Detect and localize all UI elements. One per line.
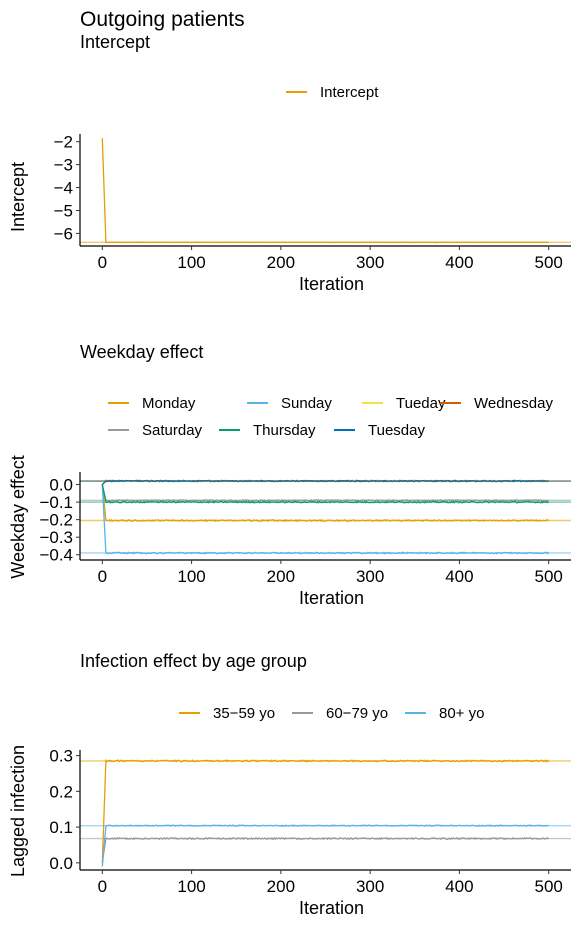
x-tick-label: 200 <box>267 567 295 586</box>
y-tick-label: −4 <box>54 179 73 198</box>
x-tick-label: 400 <box>445 877 473 896</box>
y-tick-label: −0.3 <box>39 528 73 547</box>
y-axis-title: Intercept <box>8 162 28 232</box>
x-tick-label: 100 <box>177 567 205 586</box>
panel-title: Weekday effect <box>80 342 203 362</box>
legend-label: Intercept <box>320 84 379 101</box>
legend-item: Sunday <box>247 395 332 412</box>
trace-line <box>101 836 550 863</box>
panel-3: Infection effect by age group 35−59 yo 60−… <box>8 651 571 918</box>
x-tick-label: 500 <box>534 567 562 586</box>
legend-item: Tueday <box>362 395 446 412</box>
x-tick-label: 400 <box>445 567 473 586</box>
legend-item: Wednesday <box>440 395 553 412</box>
y-axis-title: Lagged infection <box>8 745 28 877</box>
trace-line <box>101 479 549 485</box>
y-axis-title: Weekday effect <box>8 455 28 578</box>
x-tick-label: 300 <box>356 253 384 272</box>
x-axis-title: Iteration <box>299 274 364 294</box>
x-tick-label: 100 <box>177 877 205 896</box>
trace-line <box>101 138 549 244</box>
trace-line <box>101 484 549 502</box>
trace-line <box>101 824 549 867</box>
x-axis-title: Iteration <box>299 898 364 918</box>
legend-label: Sunday <box>281 395 332 412</box>
panel-title: Infection effect by age group <box>80 651 307 671</box>
legend-label: Saturday <box>142 422 203 439</box>
legend-item: Intercept <box>286 84 379 101</box>
legend-label: 80+ yo <box>439 705 484 722</box>
legend-label: 35−59 yo <box>213 705 275 722</box>
trace-line <box>101 484 550 523</box>
y-tick-label: 0.0 <box>49 476 73 495</box>
legend-item: Monday <box>108 395 196 412</box>
y-tick-label: −6 <box>54 224 73 243</box>
legend-label: Wednesday <box>474 395 553 412</box>
y-tick-label: −3 <box>54 156 73 175</box>
x-axis-title: Iteration <box>299 588 364 608</box>
panel-1: Intercept Intercept −6 −5 −4 −3 −2 0 100 200 300 40… <box>8 32 571 294</box>
legend-label: Tuesday <box>368 422 425 439</box>
x-tick-label: 0 <box>98 877 107 896</box>
legend-item: Thursday <box>219 422 316 439</box>
y-tick-label: 0.3 <box>49 747 73 766</box>
trace-line <box>101 484 550 504</box>
x-tick-label: 100 <box>177 253 205 272</box>
x-tick-label: 300 <box>356 877 384 896</box>
legend-label: Thursday <box>253 422 316 439</box>
y-tick-label: −5 <box>54 201 73 220</box>
x-tick-label: 200 <box>267 253 295 272</box>
y-tick-label: −0.4 <box>39 546 73 565</box>
x-tick-label: 0 <box>98 253 107 272</box>
y-tick-label: 0.0 <box>49 854 73 873</box>
y-tick-label: −0.1 <box>39 493 73 512</box>
legend-item: 80+ yo <box>405 705 484 722</box>
panel-title: Intercept <box>80 32 150 52</box>
y-tick-label: −0.2 <box>39 511 73 530</box>
x-tick-label: 0 <box>98 567 107 586</box>
legend-item: Saturday <box>108 422 203 439</box>
legend-label: Monday <box>142 395 196 412</box>
x-tick-label: 300 <box>356 567 384 586</box>
trace-line <box>101 484 550 555</box>
x-tick-label: 500 <box>534 253 562 272</box>
figure-title: Outgoing patients <box>80 8 245 31</box>
legend-item: Tuesday <box>334 422 425 439</box>
y-tick-label: −2 <box>54 133 73 152</box>
legend-label: Tueday <box>396 395 446 412</box>
x-tick-label: 200 <box>267 877 295 896</box>
legend-item: 35−59 yo <box>179 705 275 722</box>
x-tick-label: 500 <box>534 877 562 896</box>
legend-item: 60−79 yo <box>292 705 388 722</box>
legend-label: 60−79 yo <box>326 705 388 722</box>
y-tick-label: 0.1 <box>49 818 73 837</box>
panel-2: Weekday effect Monday Sunday Tueday Wednesda… <box>8 342 571 608</box>
y-tick-label: 0.2 <box>49 782 73 801</box>
x-tick-label: 400 <box>445 253 473 272</box>
trace-line <box>101 758 550 863</box>
